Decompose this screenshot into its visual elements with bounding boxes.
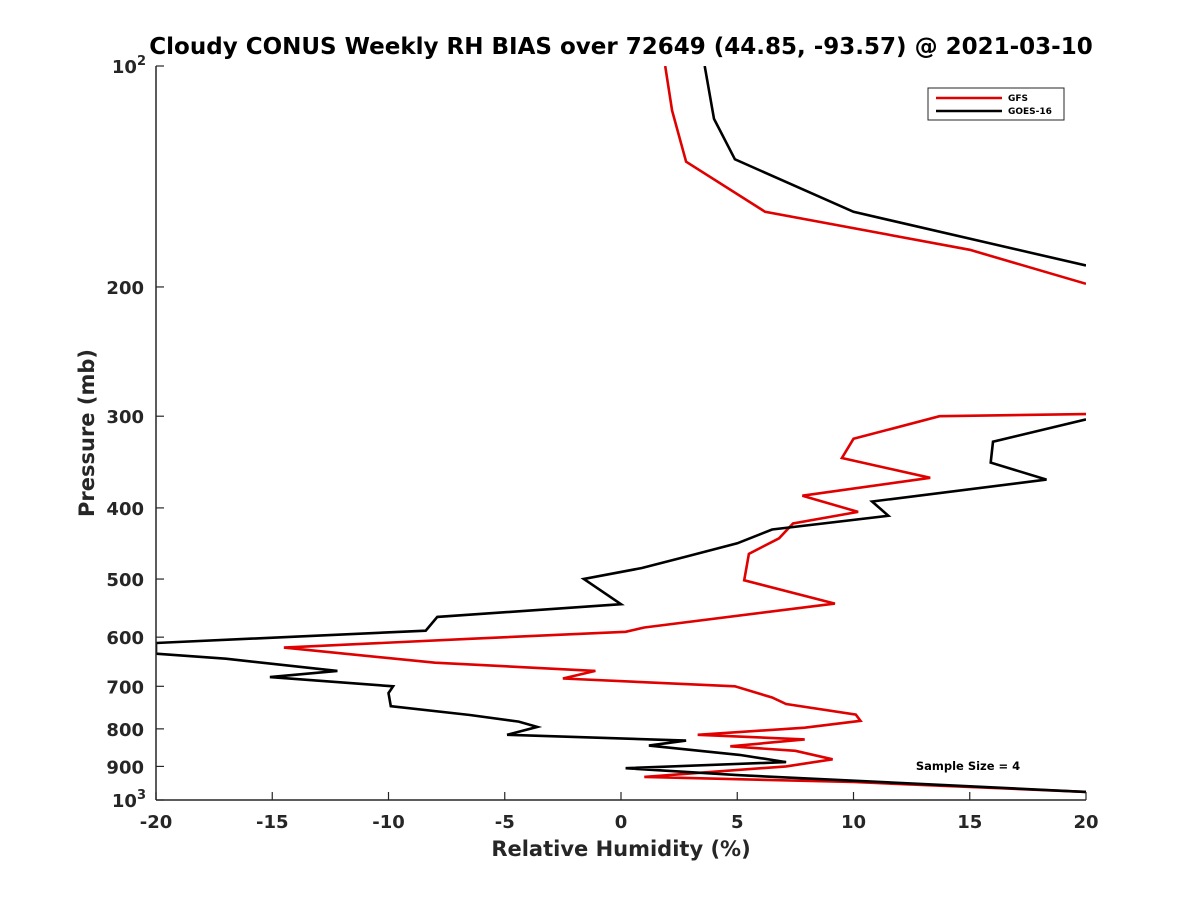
y-ticks: 102 200 300 400 500 600 700 800 900 103 [106,54,164,812]
x-tick-label: 15 [957,812,982,833]
series-lines [156,66,1086,794]
y-axis-label: Pressure (mb) [75,349,99,517]
x-tick-label: -15 [256,812,289,833]
y-tick-label: 200 [106,278,144,299]
y-tick-label: 800 [106,720,144,741]
sample-size-annotation: Sample Size = 4 [916,759,1020,773]
y-tick-label: 900 [106,757,144,778]
x-tick-label: 10 [841,812,866,833]
y-tick-label: 300 [106,407,144,428]
y-tick-label: 500 [106,570,144,591]
x-tick-label: 0 [615,812,628,833]
series-line-1 [156,66,1086,794]
legend-box [927,87,1065,121]
series-line-0 [283,66,1086,794]
y-tick-exponent: 3 [137,788,146,803]
x-tick-label: 20 [1073,812,1098,833]
y-tick-exponent: 2 [137,54,146,69]
x-tick-label: -20 [140,812,173,833]
legend-label: GFS [1008,94,1028,104]
x-tick-label: 5 [731,812,744,833]
x-ticks: -20 -15 -10 -5 0 5 10 15 20 [140,792,1099,833]
y-tick-label: 700 [106,677,144,698]
legend: GFS GOES-16 [927,87,1065,121]
y-tick-label: 102 [112,54,146,78]
chart-title: Cloudy CONUS Weekly RH BIAS over 72649 (… [149,34,1092,60]
x-tick-label: -5 [495,812,515,833]
y-tick-label: 103 [112,788,146,812]
y-tick-label: 600 [106,628,144,649]
x-tick-label: -10 [372,812,405,833]
x-axis-label: Relative Humidity (%) [491,837,750,861]
axes [155,66,1086,801]
legend-label: GOES-16 [1008,107,1052,117]
y-tick-label: 400 [106,499,144,520]
